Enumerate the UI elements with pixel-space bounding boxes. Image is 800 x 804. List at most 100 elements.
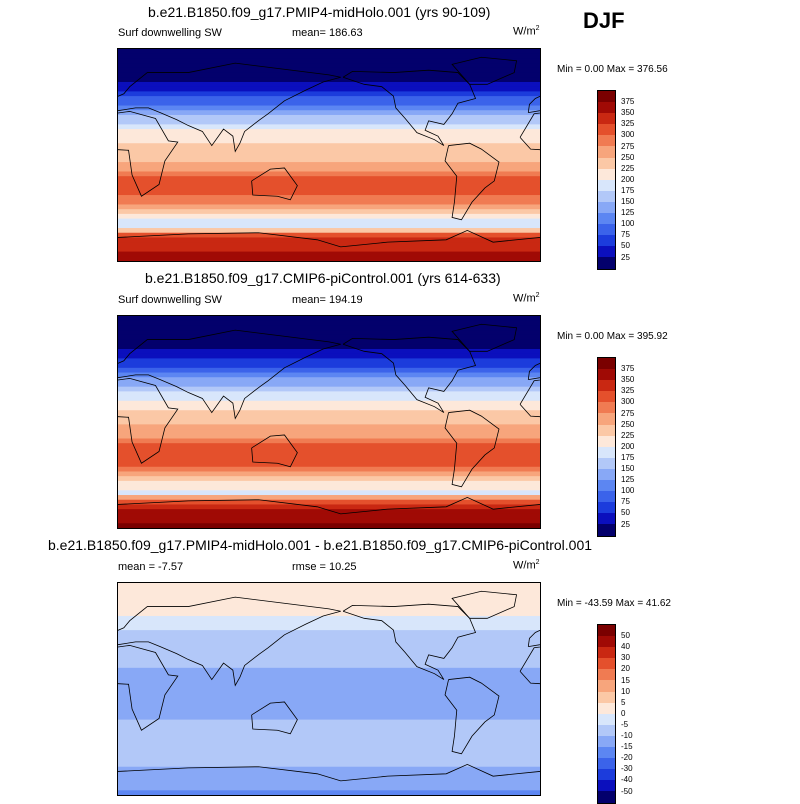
panel-3-coastline-africa: [118, 645, 179, 731]
panel-2-field-band: [118, 377, 540, 383]
panel-2-field-band: [118, 381, 540, 388]
panel-2-field-band: [118, 457, 540, 463]
colorbar-tick-label: 15: [621, 675, 630, 685]
panel-3-field-band: [118, 780, 540, 787]
panel-1-field-band: [118, 166, 540, 173]
colorbar-tick-label: 275: [621, 141, 635, 151]
panel-2-field-band: [118, 325, 540, 331]
panel-2-field-band: [118, 476, 540, 482]
panel-3-field-band: [118, 653, 540, 659]
colorbar-tick-label: 250: [621, 152, 635, 162]
colorbar-swatch: [598, 724, 615, 736]
panel-2-field-band: [118, 433, 540, 440]
colorbar-tick-label: 50: [621, 241, 630, 251]
colorbar-tick-label: 275: [621, 408, 635, 418]
panel-2-field-band: [118, 344, 540, 350]
colorbar-tick-label: 150: [621, 197, 635, 206]
colorbar-tick-label: 300: [621, 397, 635, 407]
panel-2-field-band: [118, 419, 540, 425]
panel-2-field-band: [118, 367, 540, 374]
panel-2-field-band: [118, 320, 540, 327]
panel-1-field-band: [118, 143, 540, 149]
panel-3-field-band: [118, 757, 540, 763]
panel-3-title: b.e21.B1850.f09_g17.PMIP4-midHolo.001 - …: [48, 537, 593, 553]
panel-2-field-band: [118, 372, 540, 378]
colorbar-tick-label: 50: [621, 508, 630, 518]
colorbar-swatch: [598, 102, 615, 114]
panel-2-title: b.e21.B1850.f09_g17.CMIP6-piControl.001 …: [145, 270, 501, 286]
colorbar-swatch: [598, 780, 615, 792]
panel-3-field-band: [118, 738, 540, 744]
panel-3-field-band: [118, 615, 540, 622]
panel-3-minmax: Min = -43.59 Max = 41.62: [557, 598, 671, 609]
colorbar-swatch: [598, 702, 615, 714]
panel-1-units: W/m2: [513, 25, 540, 38]
panel-1-field-band: [118, 223, 540, 229]
panel-3-field-band: [118, 625, 540, 631]
panel-2-field-band: [118, 513, 540, 520]
colorbar-tick-label: 125: [621, 208, 635, 218]
colorbar-tick-label: 225: [621, 163, 635, 173]
panel-1-minmax: Min = 0.00 Max = 376.56: [557, 64, 668, 75]
colorbar-tick-label: 100: [621, 219, 635, 229]
panel-2-field-band: [118, 462, 540, 468]
panel-1-field-band: [118, 119, 540, 125]
panel-3-field-band: [118, 583, 540, 589]
panel-2-field-band: [118, 334, 540, 341]
panel-3-field-band: [118, 724, 540, 730]
panel-2-field-band: [118, 490, 540, 496]
colorbar-swatch: [598, 791, 615, 803]
colorbar-tick-label: 200: [621, 174, 635, 184]
colorbar-tick-label: 200: [621, 441, 635, 451]
panel-2-map-svg: [118, 316, 540, 528]
panel-1-coastline-antarctica: [118, 229, 540, 248]
colorbar-tick-label: 25: [621, 519, 630, 529]
colorbar-tick-label: 50: [621, 631, 630, 641]
panel-2-field-band: [118, 509, 540, 515]
colorbar-swatch: [598, 235, 615, 247]
panel-2-coastline-greenland: [451, 323, 518, 352]
colorbar-swatch: [598, 124, 615, 136]
panel-3-rmse-label: rmse = 10.25: [292, 561, 357, 573]
panel-2-field-band: [118, 424, 540, 430]
panel-2-field-band: [118, 429, 540, 435]
panel-2-field-band: [118, 414, 540, 421]
colorbar-swatch: [598, 758, 615, 770]
panel-3-field-band: [118, 630, 540, 636]
panel-3-field-band: [118, 677, 540, 683]
colorbar-swatch: [598, 213, 615, 225]
panel-3-field-band: [118, 719, 540, 725]
panel-2-field-band: [118, 358, 540, 364]
panel-1-field-band: [118, 77, 540, 83]
colorbar-tick-label: 175: [621, 452, 635, 462]
panel-1-map-svg: [118, 49, 540, 261]
colorbar-tick-label: 325: [621, 119, 635, 129]
panel-3-map-svg: [118, 583, 540, 795]
panel-3-field-band: [118, 710, 540, 716]
panel-3-field-band: [118, 644, 540, 650]
panel-2-minmax: Min = 0.00 Max = 395.92: [557, 331, 668, 342]
colorbar-swatch: [598, 691, 615, 703]
colorbar-tick-label: 375: [621, 364, 635, 374]
panel-2-field-band: [118, 480, 540, 487]
panel-1-coastline-europe-asia: [118, 62, 341, 153]
panel-3-field-band: [118, 776, 540, 782]
panel-1-coastline-south-america: [444, 142, 500, 221]
colorbar-swatch: [598, 457, 615, 469]
colorbar-swatch: [598, 135, 615, 147]
panel-3-units: W/m2: [513, 559, 540, 572]
colorbar-swatch: [598, 113, 615, 125]
panel-3-field-band: [118, 771, 540, 777]
panel-1-field-band: [118, 110, 540, 116]
panel-1-field-band: [118, 195, 540, 201]
panel-1-field-band: [118, 242, 540, 248]
panel-3-coastline-europe-asia: [118, 596, 341, 687]
panel-1-field-band: [118, 67, 540, 74]
panel-3-field-band: [118, 663, 540, 669]
colorbar-swatch: [598, 402, 615, 414]
colorbar-swatch: [598, 735, 615, 748]
colorbar-swatch: [598, 358, 615, 370]
colorbar-swatch: [598, 480, 615, 492]
colorbar-tick-label: 100: [621, 486, 635, 496]
colorbar-swatch: [598, 413, 615, 425]
